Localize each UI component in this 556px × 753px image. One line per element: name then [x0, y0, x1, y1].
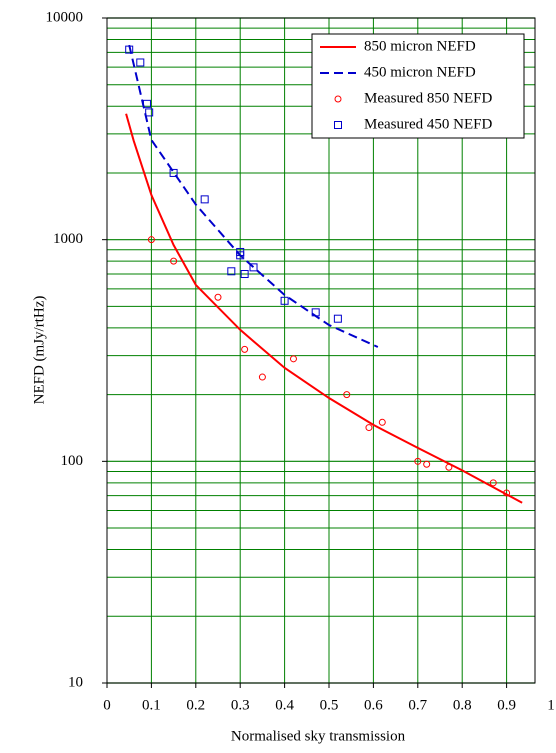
x-tick-label: 0	[103, 697, 111, 713]
data-point	[445, 463, 453, 471]
x-tick-label: 0.8	[453, 697, 472, 713]
y-tick-label: 10	[68, 674, 83, 690]
data-point	[343, 391, 351, 399]
data-point	[423, 460, 431, 468]
data-point	[200, 195, 209, 204]
y-tick-label: 1000	[53, 231, 83, 247]
x-tick-label: 0.6	[364, 697, 383, 713]
data-point	[333, 314, 342, 323]
data-point	[142, 99, 151, 108]
legend-label: Measured 450 NEFD	[364, 116, 492, 132]
data-point	[280, 296, 289, 305]
data-point	[227, 267, 236, 276]
data-point	[147, 236, 155, 244]
x-tick-label: 0.9	[497, 697, 516, 713]
x-tick-label: 0.2	[186, 697, 205, 713]
data-point	[240, 270, 249, 279]
data-point	[145, 108, 154, 117]
x-tick-label: 0.3	[231, 697, 250, 713]
data-point	[365, 424, 373, 432]
x-tick-label: 0.4	[275, 697, 294, 713]
legend-swatch	[334, 95, 342, 103]
data-point	[214, 293, 222, 301]
data-line	[125, 113, 523, 504]
y-tick-label: 100	[61, 453, 84, 469]
legend-box	[311, 33, 525, 139]
x-tick-label: 0.1	[142, 697, 161, 713]
data-point	[236, 251, 245, 260]
x-tick-label: 0.7	[408, 697, 427, 713]
data-point	[311, 308, 320, 317]
x-tick-label: 0.5	[320, 697, 339, 713]
legend-label: 850 micron NEFD	[364, 38, 476, 54]
plot-frame	[106, 17, 536, 684]
data-point	[258, 373, 266, 381]
legend-label: 450 micron NEFD	[364, 64, 476, 80]
data-point	[503, 489, 511, 497]
data-point	[170, 257, 178, 265]
data-point	[125, 45, 134, 54]
data-point	[241, 345, 249, 353]
y-axis-label: NEFD (mJy/rtHz)	[31, 296, 47, 405]
data-point	[489, 479, 497, 487]
x-axis-label: Normalised sky transmission	[231, 728, 406, 744]
data-point	[249, 263, 258, 272]
data-point	[136, 58, 145, 67]
data-point	[169, 168, 178, 177]
data-point	[378, 418, 386, 426]
y-tick-label: 10000	[46, 9, 84, 25]
legend-label: Measured 850 NEFD	[364, 90, 492, 106]
legend-swatch	[334, 121, 342, 129]
data-point	[289, 355, 297, 363]
x-tick-label: 1	[547, 697, 555, 713]
data-point	[414, 457, 422, 465]
legend: 850 micron NEFD 450 micron NEFD Measured 8…	[311, 33, 525, 139]
